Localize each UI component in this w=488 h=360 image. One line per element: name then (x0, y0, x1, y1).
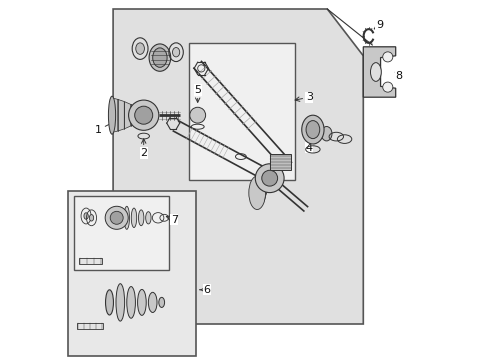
Ellipse shape (258, 177, 267, 194)
Ellipse shape (159, 297, 164, 307)
Circle shape (382, 52, 392, 62)
Ellipse shape (370, 63, 381, 81)
Polygon shape (112, 98, 118, 132)
Text: 1: 1 (95, 117, 124, 135)
Polygon shape (124, 102, 130, 129)
Ellipse shape (138, 210, 143, 226)
Circle shape (110, 211, 123, 224)
Ellipse shape (126, 287, 135, 318)
Ellipse shape (301, 115, 324, 144)
Ellipse shape (256, 177, 266, 198)
Ellipse shape (116, 284, 124, 321)
Ellipse shape (251, 176, 265, 206)
Text: 5: 5 (194, 85, 201, 102)
Circle shape (105, 206, 128, 229)
Ellipse shape (105, 290, 113, 315)
Ellipse shape (108, 96, 115, 134)
Polygon shape (113, 9, 363, 324)
Ellipse shape (321, 126, 331, 141)
Text: 4: 4 (305, 137, 312, 153)
Circle shape (255, 164, 284, 193)
Ellipse shape (148, 292, 157, 312)
Ellipse shape (149, 44, 170, 71)
Bar (68, 191, 196, 356)
Text: 6: 6 (200, 285, 210, 295)
Circle shape (261, 170, 277, 186)
Polygon shape (137, 108, 143, 122)
Ellipse shape (172, 48, 179, 57)
Ellipse shape (131, 208, 137, 228)
Text: 9: 9 (373, 20, 382, 30)
Circle shape (128, 100, 159, 130)
Ellipse shape (305, 121, 319, 139)
Ellipse shape (152, 48, 167, 67)
Bar (188, 43, 294, 180)
Bar (269, 154, 291, 170)
Text: 3: 3 (294, 92, 312, 102)
Polygon shape (363, 47, 395, 97)
Ellipse shape (136, 43, 144, 54)
Bar (73, 196, 168, 270)
Polygon shape (118, 99, 124, 131)
Bar (77, 323, 103, 329)
Circle shape (382, 82, 392, 92)
Ellipse shape (84, 213, 88, 219)
Circle shape (189, 107, 205, 123)
Circle shape (134, 106, 152, 124)
Ellipse shape (253, 177, 266, 202)
Bar (79, 258, 102, 264)
Ellipse shape (248, 176, 265, 210)
Ellipse shape (145, 212, 151, 224)
Ellipse shape (137, 289, 146, 315)
Text: 2: 2 (140, 139, 147, 158)
Ellipse shape (124, 206, 129, 229)
Ellipse shape (89, 215, 94, 221)
Text: 7: 7 (166, 215, 178, 225)
Polygon shape (130, 104, 137, 126)
Text: 8: 8 (394, 71, 402, 81)
